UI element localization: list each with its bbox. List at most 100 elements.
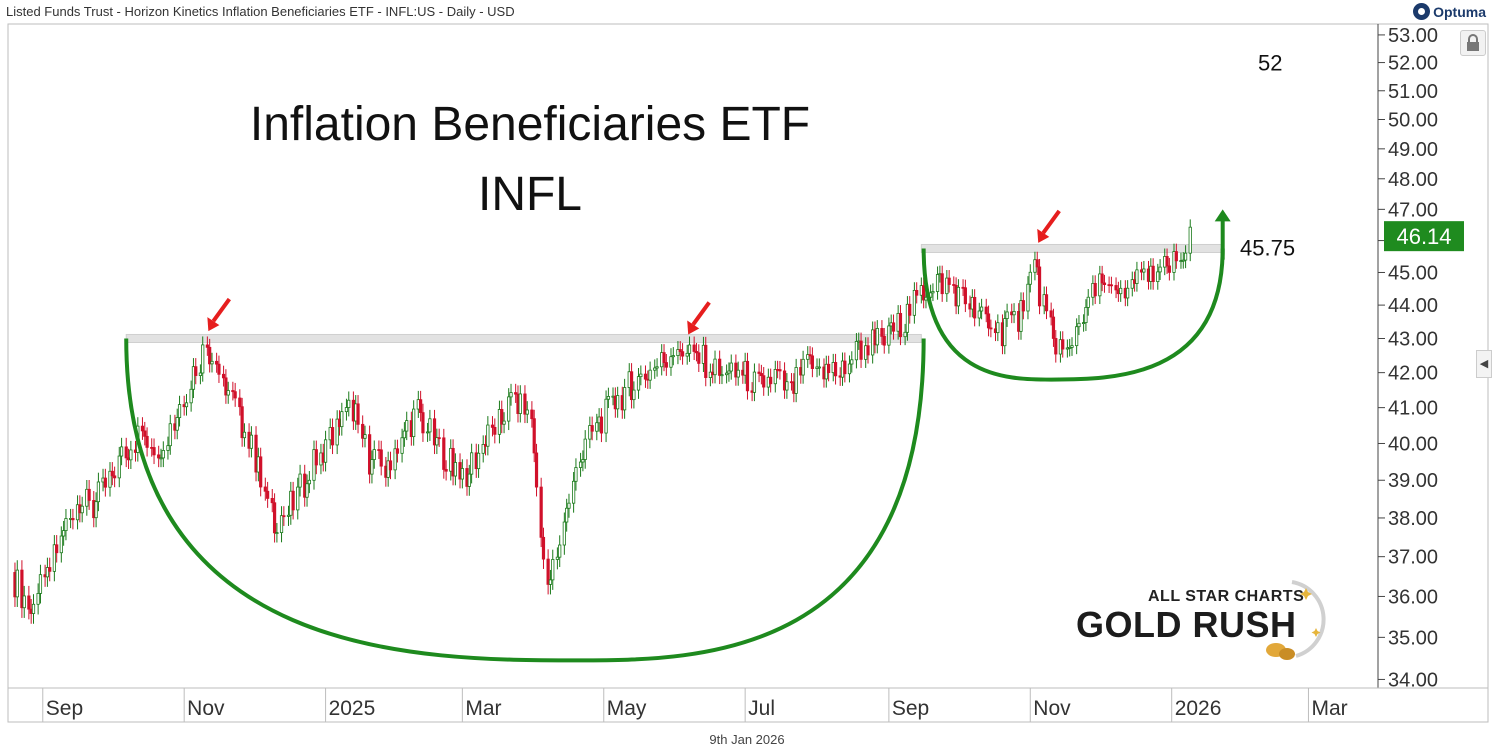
peak-arrow-head [687,320,700,335]
footer-date: 9th Jan 2026 [709,732,785,747]
candle-body [1158,266,1162,273]
candle-body [270,498,274,504]
candle-body [1183,252,1188,261]
candle-body [340,411,344,428]
candle-body [539,486,543,538]
watermark-moon-icon [1266,580,1326,660]
candle-body [347,399,351,408]
chart-subtitle: INFL [478,168,582,221]
candle-body [291,490,295,511]
candle-body [94,501,98,519]
candle-body [898,312,903,338]
candle-body [363,434,367,439]
candle-body [1012,311,1016,316]
candle-body [481,444,485,454]
candle-body [980,306,984,312]
candle-body [48,567,52,572]
candle-body [143,430,147,437]
x-tick-label: Sep [892,697,929,720]
candle-body [1044,294,1049,312]
candle-body [996,322,1000,334]
candle-body [1102,282,1107,286]
y-tick-label: 48.00 [1388,169,1438,191]
candle-body [1142,268,1146,273]
candle-body [687,344,692,354]
y-tick-label: 47.00 [1388,199,1438,221]
candle-body [110,470,114,477]
candle-body [606,396,610,400]
candle-body [785,381,789,391]
candle-body [922,285,926,301]
candle-body [210,360,214,365]
candle-body [1037,266,1042,307]
optuma-logo-text: Optuma [1433,3,1486,20]
y-tick-label: 45.00 [1388,262,1438,284]
candle-body [45,567,50,578]
y-tick-label: 43.00 [1388,328,1438,350]
candle-body [335,418,339,446]
candle-body [231,390,235,393]
candle-body [1068,346,1072,349]
y-tick-label: 35.00 [1388,627,1438,649]
lock-icon[interactable] [1460,30,1486,56]
candle-body [15,569,19,598]
candle-body [467,473,471,487]
candle-body [963,287,967,305]
candle-body [588,425,592,440]
candle-body [567,502,571,509]
candle-body [973,296,977,319]
candle-body [801,358,805,376]
candle-body [752,371,757,393]
last-price-label: 46.14 [1396,224,1451,249]
candle-body [514,392,518,395]
candle-body [470,452,474,475]
candle-body [272,502,277,534]
candle-body [827,363,831,374]
candle-body [1051,316,1056,339]
candle-body [956,286,961,307]
candle-body [1019,300,1023,332]
y-tick-label: 38.00 [1388,508,1438,530]
candle-body [833,362,838,377]
candle-body [395,448,400,454]
peak-arrow-head [1037,228,1050,243]
candle-body [891,322,896,332]
candle-body [854,341,859,361]
candle-body [22,595,26,609]
candle-body [96,481,101,503]
candle-body [882,335,886,346]
candle-body [1070,345,1074,348]
candle-body [1119,287,1123,295]
candle-body [286,514,291,517]
candle-body [432,418,437,446]
candle-body [680,351,685,357]
candle-body [532,418,536,454]
candle-body [263,486,267,492]
candle-body [989,327,993,330]
candle-body [1151,265,1155,283]
collapse-panel-chevron-icon[interactable]: ◀ [1476,350,1492,378]
candle-body [221,373,226,379]
candle-body [866,345,870,356]
candle-body [704,344,708,378]
y-tick-label: 51.00 [1388,81,1438,103]
candle-body [502,420,506,425]
candle-body [361,423,365,439]
y-tick-label: 39.00 [1388,470,1438,492]
candle-body [194,366,198,376]
candle-body [87,488,91,501]
candle-body [305,483,309,498]
candle-body [759,373,763,377]
candle-body [490,424,495,428]
candle-body [38,574,43,594]
candle-body [1028,271,1032,285]
candle-body [850,359,854,365]
candle-body [636,376,641,391]
candle-body [168,423,172,447]
candle-body [166,445,170,451]
candle-body [31,603,36,614]
candle-body [344,407,349,413]
candle-body [806,354,810,360]
candle-body [546,558,550,585]
